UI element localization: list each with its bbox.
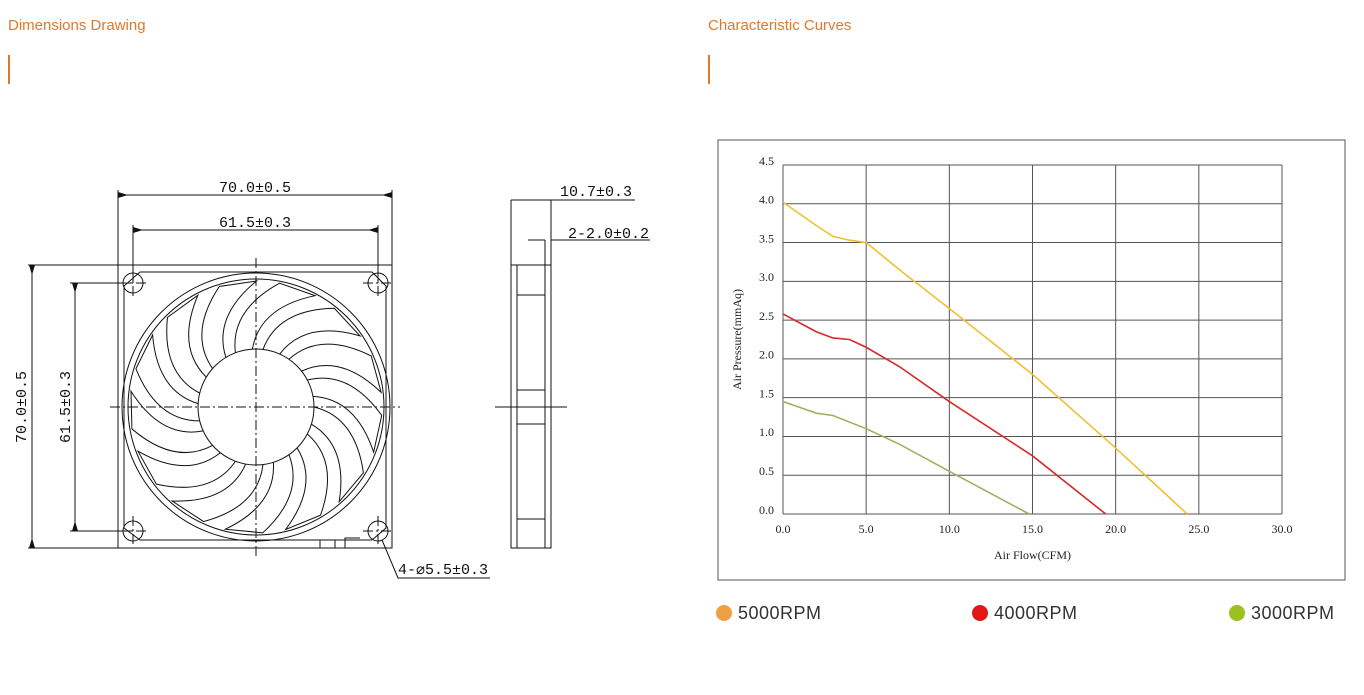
dimension-label: 70.0±0.5 bbox=[219, 180, 291, 197]
section-heading: Dimensions Drawing bbox=[8, 17, 146, 34]
fan-blade bbox=[166, 293, 207, 394]
fan-blade bbox=[311, 406, 364, 504]
x-tick-label: 30.0 bbox=[1272, 522, 1293, 536]
y-tick-label: 3.0 bbox=[759, 270, 774, 284]
x-tick-label: 25.0 bbox=[1188, 522, 1209, 536]
y-tick-label: 4.0 bbox=[759, 193, 774, 207]
x-tick-label: 20.0 bbox=[1105, 522, 1126, 536]
dimension-label: 10.7±0.3 bbox=[560, 184, 632, 201]
fan-blade bbox=[135, 333, 200, 422]
dimension-label: 61.5±0.3 bbox=[219, 215, 291, 232]
dimension-label: 61.5±0.3 bbox=[58, 371, 75, 443]
legend-label: 4000RPM bbox=[994, 603, 1078, 623]
fan-blade bbox=[234, 282, 317, 353]
chart-frame bbox=[717, 139, 1346, 581]
fan-blade bbox=[136, 449, 236, 488]
y-tick-label: 1.5 bbox=[759, 386, 774, 400]
x-tick-label: 5.0 bbox=[859, 522, 874, 536]
fan-blade bbox=[223, 454, 294, 534]
fan-blade bbox=[170, 463, 264, 523]
y-tick-label: 2.0 bbox=[759, 348, 774, 362]
x-tick-label: 10.0 bbox=[939, 522, 960, 536]
legend-label: 3000RPM bbox=[1251, 603, 1335, 623]
fan-blade bbox=[284, 433, 329, 531]
y-tick-label: 2.5 bbox=[759, 309, 774, 323]
legend-marker bbox=[716, 605, 732, 621]
y-tick-label: 4.5 bbox=[759, 154, 774, 168]
dimension-label: 70.0±0.5 bbox=[14, 371, 31, 443]
fan-blade bbox=[307, 377, 383, 455]
x-tick-label: 0.0 bbox=[776, 522, 791, 536]
fan-blade bbox=[201, 280, 259, 369]
legend-label: 5000RPM bbox=[738, 603, 822, 623]
dimension-drawing bbox=[28, 190, 650, 579]
fan-blade bbox=[288, 343, 383, 394]
y-tick-label: 3.5 bbox=[759, 231, 774, 245]
curve bbox=[782, 201, 1188, 515]
y-tick-label: 1.0 bbox=[759, 425, 774, 439]
y-axis-label: Air Pressure(mmAq) bbox=[730, 289, 744, 390]
dimension-label: 4-⌀5.5±0.3 bbox=[398, 562, 488, 579]
legend-marker bbox=[972, 605, 988, 621]
fan-blade bbox=[130, 389, 213, 453]
x-axis-label: Air Flow(CFM) bbox=[994, 548, 1071, 562]
y-tick-label: 0.5 bbox=[759, 464, 774, 478]
legend-marker bbox=[1229, 605, 1245, 621]
y-tick-label: 0.0 bbox=[759, 503, 774, 517]
dimension-label: 2-2.0±0.2 bbox=[568, 226, 649, 243]
curve bbox=[782, 400, 1030, 515]
curve bbox=[782, 313, 1107, 515]
x-tick-label: 15.0 bbox=[1022, 522, 1043, 536]
section-heading: Characteristic Curves bbox=[708, 17, 851, 34]
fan-blade bbox=[262, 307, 362, 355]
